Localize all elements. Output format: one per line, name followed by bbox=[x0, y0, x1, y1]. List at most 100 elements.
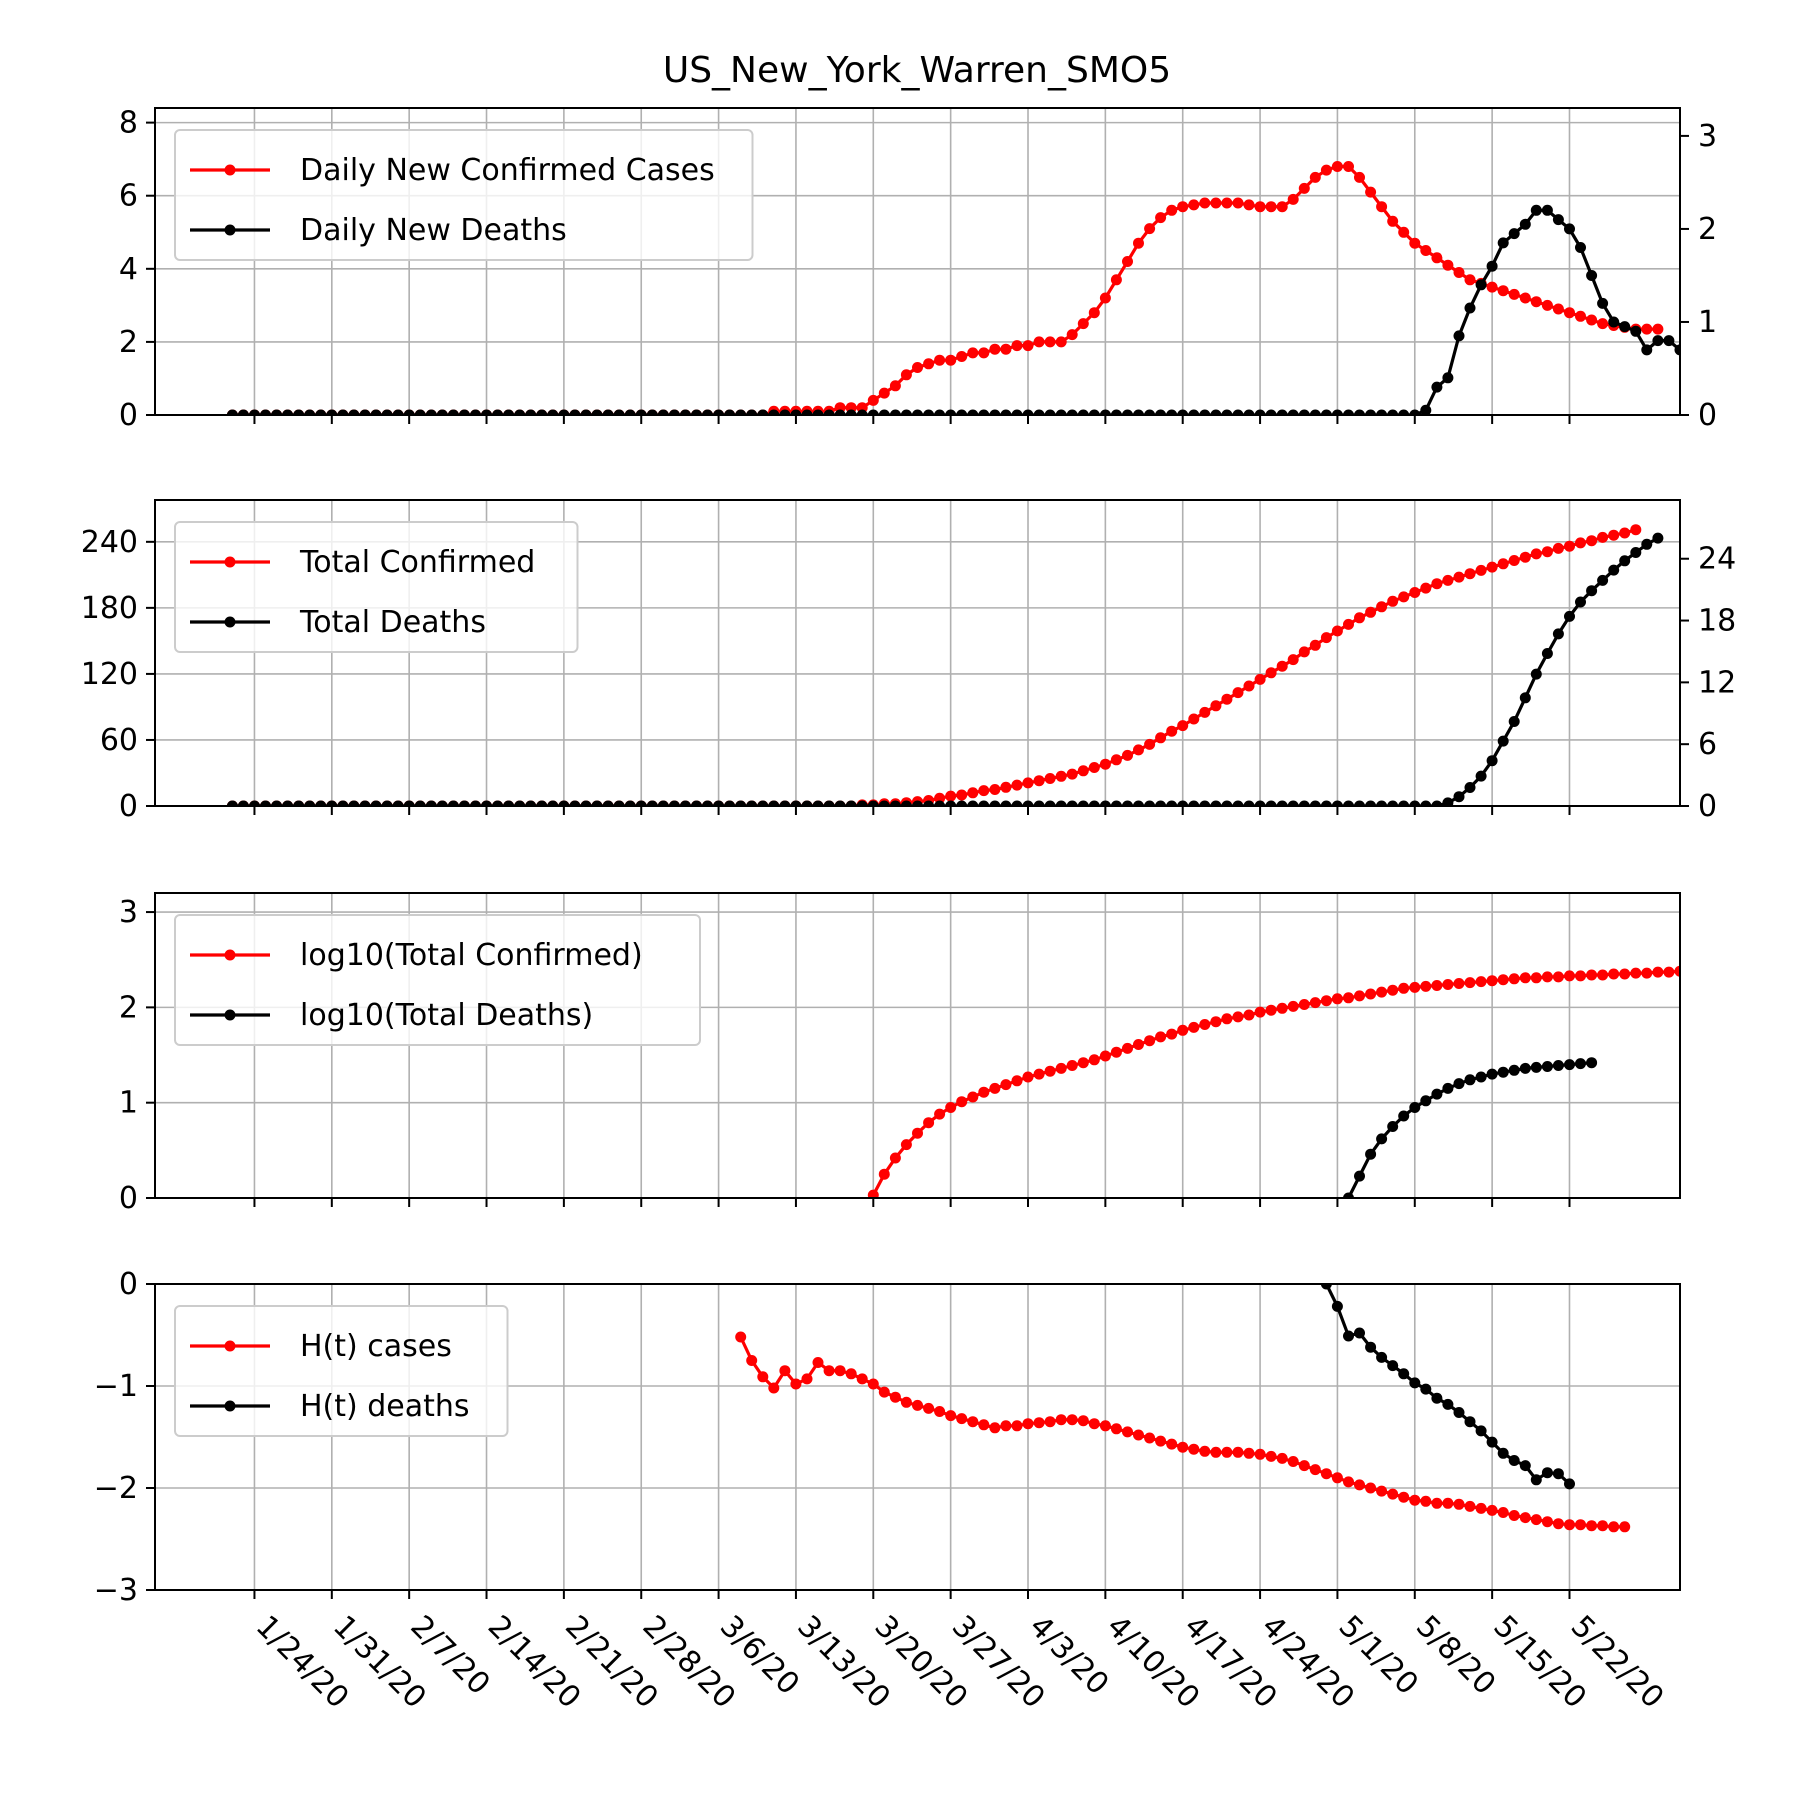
data-point bbox=[1055, 409, 1067, 415]
data-point bbox=[1166, 1028, 1178, 1040]
data-point bbox=[1519, 1512, 1531, 1524]
data-point bbox=[1033, 1417, 1045, 1429]
data-point bbox=[1376, 1485, 1388, 1497]
series-log10-total-confirmed- bbox=[867, 965, 1680, 1198]
data-point bbox=[425, 409, 437, 415]
legend: Total Confirmed Total Deaths bbox=[174, 521, 579, 653]
data-point bbox=[1309, 409, 1321, 415]
data-point bbox=[1586, 585, 1598, 597]
data-point bbox=[1110, 274, 1122, 286]
data-point bbox=[635, 800, 647, 806]
data-point bbox=[458, 800, 470, 806]
legend-marker bbox=[224, 1009, 236, 1021]
data-point bbox=[956, 1413, 968, 1425]
data-point bbox=[1088, 1418, 1100, 1430]
data-point bbox=[1331, 409, 1343, 415]
data-point bbox=[1298, 646, 1310, 658]
data-point bbox=[1099, 800, 1111, 806]
data-point bbox=[1431, 800, 1443, 806]
data-point bbox=[779, 800, 791, 806]
data-point bbox=[1387, 800, 1399, 806]
data-point bbox=[1442, 574, 1454, 586]
data-point bbox=[1365, 1341, 1377, 1353]
data-point bbox=[1177, 720, 1189, 732]
data-point bbox=[1541, 648, 1553, 659]
data-point bbox=[249, 409, 260, 415]
data-point bbox=[1519, 218, 1531, 230]
data-point bbox=[1365, 800, 1377, 806]
data-point bbox=[1475, 770, 1487, 782]
data-point bbox=[1641, 323, 1653, 335]
series-daily-new-deaths bbox=[226, 204, 1680, 415]
data-point bbox=[1453, 791, 1465, 803]
data-point bbox=[912, 1127, 923, 1139]
data-point bbox=[315, 800, 327, 806]
data-point bbox=[1177, 800, 1189, 806]
data-point bbox=[348, 409, 360, 415]
data-point bbox=[1254, 201, 1266, 213]
data-point bbox=[1575, 537, 1586, 549]
data-point bbox=[779, 1365, 791, 1377]
data-point bbox=[1564, 970, 1575, 982]
data-point bbox=[1210, 1016, 1222, 1028]
data-point bbox=[1652, 966, 1664, 978]
data-point bbox=[878, 800, 890, 806]
data-point bbox=[1541, 971, 1553, 983]
data-point bbox=[934, 1406, 946, 1417]
data-point bbox=[1365, 606, 1377, 618]
data-point bbox=[1398, 982, 1410, 994]
data-point bbox=[1497, 237, 1509, 249]
data-point bbox=[624, 800, 636, 806]
data-point bbox=[1552, 1060, 1564, 1071]
data-point bbox=[1354, 990, 1365, 1002]
data-point bbox=[691, 409, 702, 415]
data-point bbox=[1508, 1064, 1520, 1076]
data-point bbox=[845, 800, 857, 806]
data-point bbox=[724, 800, 736, 806]
data-point bbox=[1177, 409, 1189, 415]
data-point bbox=[1343, 992, 1354, 1004]
data-point bbox=[923, 409, 935, 415]
data-point bbox=[1486, 755, 1498, 767]
data-point bbox=[1243, 680, 1255, 692]
data-point bbox=[934, 792, 946, 804]
data-point bbox=[492, 800, 504, 806]
data-point bbox=[1442, 797, 1454, 806]
data-point bbox=[912, 1399, 923, 1411]
data-point bbox=[1343, 800, 1354, 806]
y-tick-label: 8 bbox=[119, 106, 138, 141]
data-point bbox=[1199, 1445, 1211, 1457]
data-point bbox=[1276, 201, 1288, 213]
data-point bbox=[945, 790, 957, 802]
data-point bbox=[1099, 292, 1111, 304]
data-point bbox=[867, 409, 879, 415]
data-point bbox=[436, 409, 448, 415]
data-point bbox=[956, 1096, 968, 1108]
data-point bbox=[260, 409, 271, 415]
data-point bbox=[1420, 1495, 1432, 1507]
data-point bbox=[1177, 1024, 1189, 1036]
data-point bbox=[1232, 1446, 1244, 1458]
data-point bbox=[1210, 1446, 1222, 1458]
data-point bbox=[1453, 1078, 1465, 1090]
legend-marker bbox=[224, 616, 236, 628]
data-point bbox=[978, 785, 990, 797]
y-tick-label: 2 bbox=[119, 325, 138, 360]
data-point bbox=[1166, 800, 1178, 806]
plot-frame bbox=[154, 892, 1681, 1199]
data-point bbox=[1144, 223, 1156, 235]
data-point bbox=[1287, 800, 1299, 806]
data-point bbox=[1420, 800, 1432, 806]
data-point bbox=[1519, 292, 1531, 304]
data-point bbox=[1155, 409, 1167, 415]
data-point bbox=[1497, 1507, 1509, 1518]
data-point bbox=[1365, 1148, 1377, 1160]
data-point bbox=[1144, 1432, 1156, 1444]
data-point bbox=[1387, 984, 1399, 996]
data-point bbox=[1265, 1004, 1277, 1016]
data-point bbox=[1508, 228, 1520, 240]
data-point bbox=[481, 409, 492, 415]
data-point bbox=[1586, 314, 1598, 326]
data-point bbox=[1088, 307, 1100, 319]
data-point bbox=[1464, 977, 1476, 989]
